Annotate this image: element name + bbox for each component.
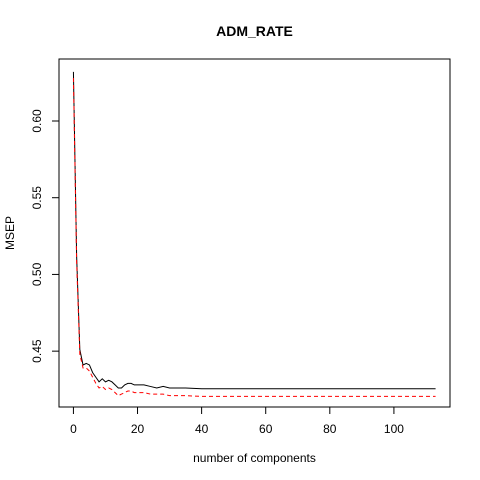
y-tick-label: 0.55: [30, 186, 44, 210]
y-tick-label: 0.60: [30, 109, 44, 133]
series-line-solid: [72, 71, 436, 390]
x-tick-label: 100: [384, 422, 404, 436]
x-tick-label: 80: [323, 422, 337, 436]
series-line-dashed: [72, 78, 436, 397]
x-tick-label: 40: [195, 422, 209, 436]
y-axis: 0.45 0.50 0.55 0.60: [30, 109, 60, 363]
chart-title: ADM_RATE: [216, 23, 293, 39]
series-layer: [72, 71, 436, 397]
y-tick-label: 0.45: [30, 339, 44, 363]
x-tick-label: 0: [70, 422, 77, 436]
x-axis: 0 20 40 60 80 100: [70, 406, 404, 436]
x-axis-label: number of components: [193, 451, 316, 465]
x-tick-label: 20: [131, 422, 145, 436]
y-tick-label: 0.50: [30, 262, 44, 286]
x-tick-label: 60: [259, 422, 273, 436]
plot-frame: [58, 58, 451, 408]
y-axis-label: MSEP: [3, 216, 17, 250]
